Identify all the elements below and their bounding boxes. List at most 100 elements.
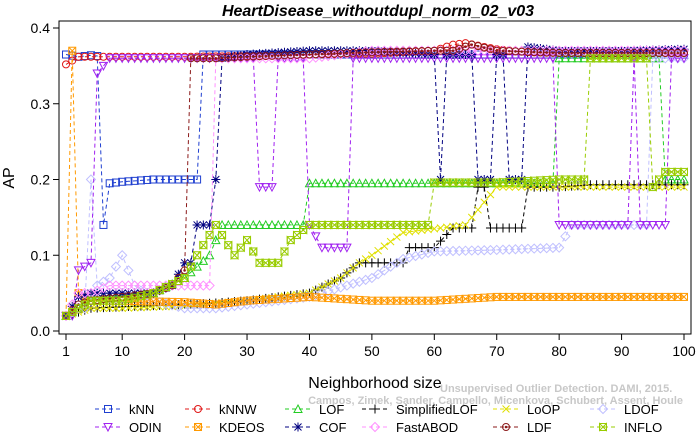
data-point [660, 220, 671, 231]
y-tick-label: 0.1 [31, 247, 51, 263]
data-point [342, 46, 352, 56]
data-point [466, 178, 477, 188]
data-point [479, 182, 489, 192]
y-tick-label: 0.3 [31, 96, 51, 112]
data-point [398, 178, 408, 188]
data-point [168, 175, 177, 184]
data-point [310, 178, 321, 188]
data-point [505, 47, 514, 56]
data-point [680, 183, 688, 191]
data-point [467, 50, 477, 60]
data-point [92, 69, 103, 79]
legend: kNN kNNW LOF SimplifiedLOF LoOP LDOF ODIN KDEOS… [95, 402, 662, 434]
data-point [605, 48, 614, 57]
data-point [311, 50, 320, 59]
data-point [180, 273, 189, 283]
legend-item-inflo: INFLO [590, 420, 662, 434]
data-point [586, 183, 595, 191]
legend-marker [502, 405, 510, 413]
data-point [385, 261, 396, 272]
legend-label: LDF [527, 420, 552, 434]
data-point [116, 250, 128, 261]
data-point [630, 183, 638, 191]
x-tick-label: 90 [614, 343, 630, 359]
legend-marker [194, 423, 202, 431]
data-point [243, 235, 252, 245]
data-point [592, 48, 601, 57]
data-point [223, 219, 234, 229]
legend-item-ldf: LDF [493, 420, 552, 434]
x-tick-label: 1 [62, 343, 70, 359]
x-tick-label: 40 [302, 343, 318, 359]
data-point [260, 219, 271, 229]
x-axis-label: Neighborhood size [308, 375, 442, 392]
data-point [73, 266, 84, 276]
data-point [348, 46, 358, 56]
series-knn [62, 50, 688, 229]
data-point [673, 183, 682, 191]
x-tick-label: 50 [364, 343, 380, 359]
data-point [616, 220, 627, 231]
data-point [379, 178, 390, 188]
data-point [566, 220, 577, 231]
data-point [673, 48, 682, 57]
data-point [623, 183, 632, 191]
data-point [124, 304, 133, 312]
data-point [205, 230, 214, 240]
data-point [404, 48, 414, 58]
data-point [324, 49, 333, 58]
data-point [98, 276, 109, 287]
data-point [349, 48, 358, 57]
data-point [678, 45, 690, 56]
data-point [342, 243, 352, 253]
data-point [110, 261, 122, 272]
data-point [143, 175, 152, 184]
data-point [517, 47, 526, 56]
data-point [68, 56, 77, 65]
data-point [192, 220, 202, 230]
data-point [655, 174, 664, 185]
data-point [111, 178, 120, 187]
data-point [442, 230, 452, 240]
data-point [167, 54, 177, 64]
data-point [398, 258, 408, 268]
data-point [536, 48, 545, 57]
data-point [449, 222, 457, 231]
data-point [112, 304, 120, 313]
data-point [342, 49, 351, 58]
data-point [573, 220, 583, 231]
data-point [130, 176, 139, 185]
x-tick-label: 30 [239, 343, 255, 359]
data-point [461, 221, 470, 229]
data-point [310, 232, 321, 242]
data-point [268, 51, 276, 60]
data-point [392, 47, 401, 56]
legend-label: INFLO [624, 420, 662, 434]
chart-title: HeartDisease_withoutdupl_norm_02_v03 [222, 3, 534, 20]
credit-authors: Campos, Zimek, Sander, Campello, Micenko… [308, 395, 683, 407]
legend-marker [370, 404, 380, 414]
data-point [341, 280, 353, 291]
data-point [130, 292, 139, 303]
data-point [99, 220, 108, 229]
data-point [285, 219, 296, 229]
data-point [329, 178, 340, 188]
legend-label: LOF [319, 402, 344, 417]
x-tick-label: 80 [551, 343, 567, 359]
data-point [73, 292, 83, 302]
data-point [680, 167, 688, 177]
data-point [560, 53, 571, 63]
data-point [236, 242, 245, 253]
data-point [335, 178, 346, 188]
data-point [367, 48, 376, 57]
data-point [354, 46, 364, 56]
data-point [292, 219, 302, 229]
data-point [236, 50, 246, 60]
data-point [336, 46, 346, 56]
data-point [130, 303, 139, 312]
data-point [529, 43, 539, 53]
data-point [143, 289, 152, 300]
legend-label: LoOP [527, 402, 560, 417]
data-point [679, 180, 689, 190]
data-point [105, 179, 114, 188]
